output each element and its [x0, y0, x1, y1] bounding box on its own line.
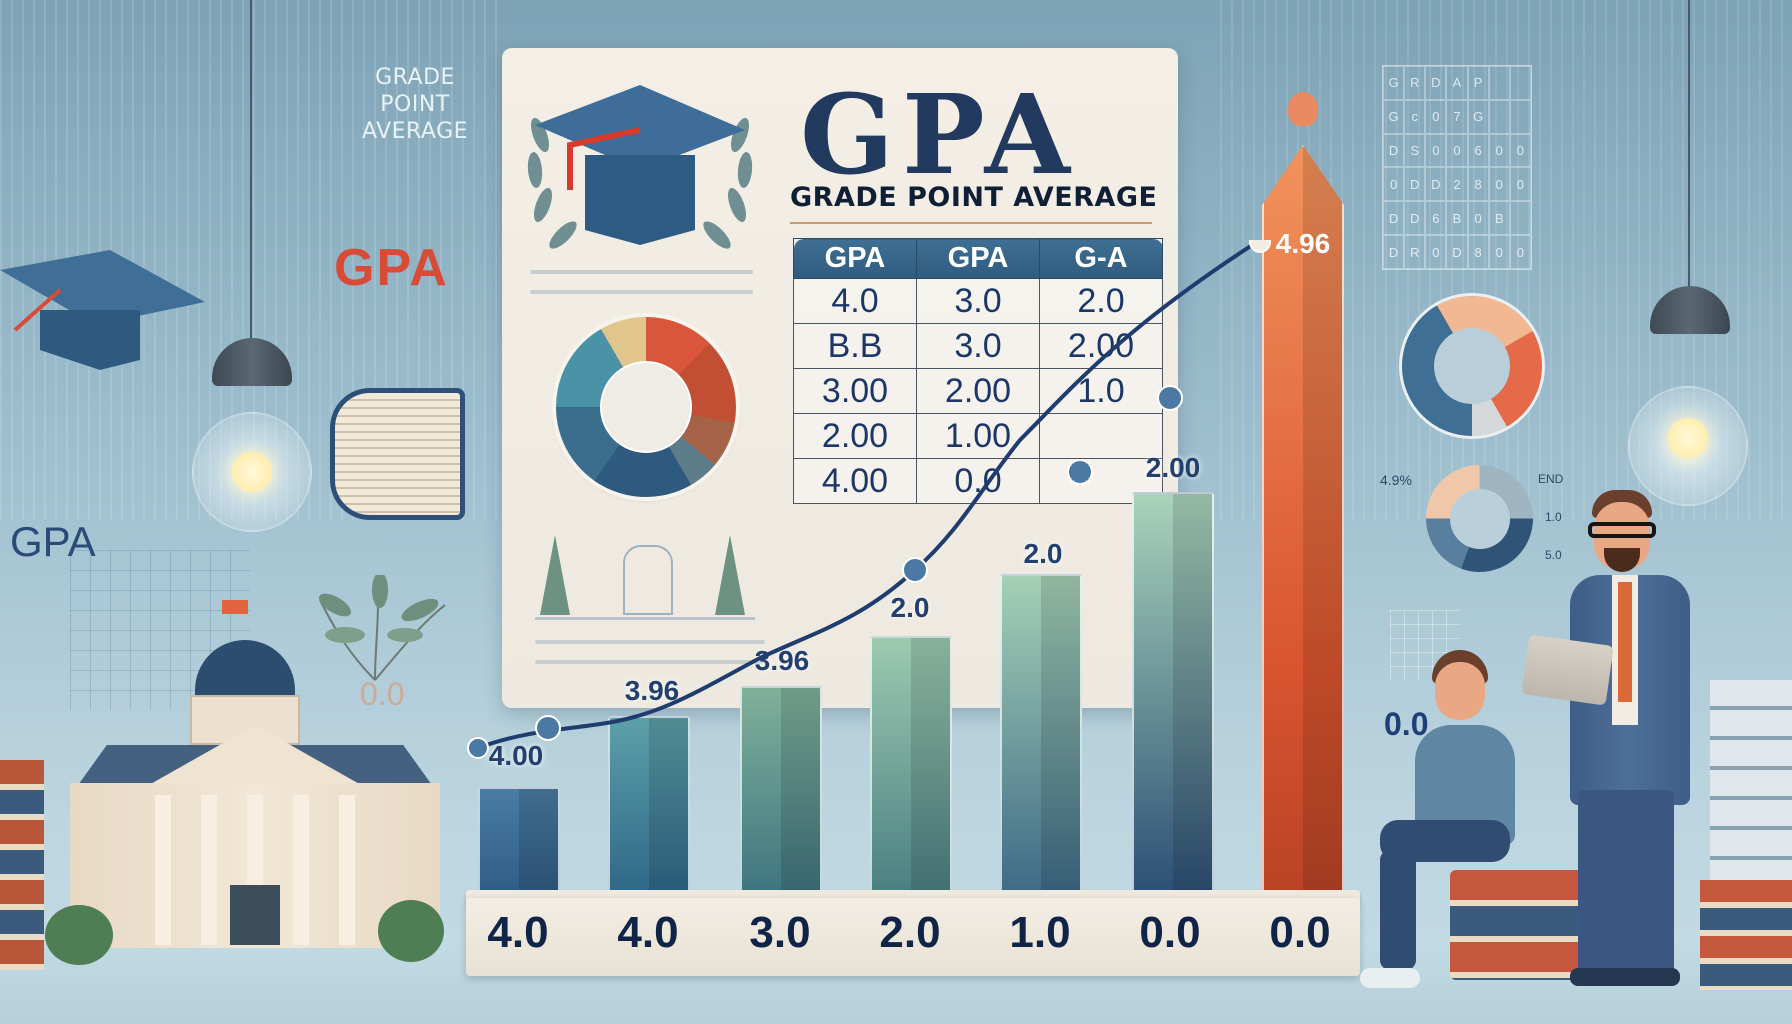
x-axis-label: 4.0: [617, 908, 679, 957]
x-axis-label: 2.0: [879, 908, 941, 957]
standing-teacher: [1521, 490, 1710, 990]
table-header-row: GPA GPA G-A: [793, 238, 1163, 279]
subtitle-rule: [790, 222, 1152, 224]
gpa-red-label: GPA: [334, 239, 449, 297]
bar-value-label: 4.00: [488, 740, 544, 771]
glasses-icon: [1588, 522, 1656, 538]
donut-label: 4.9%: [1380, 472, 1412, 488]
bar-value-label: 2.0: [890, 592, 930, 623]
donut-center: [1434, 328, 1510, 404]
x-axis-label: 4.0: [487, 908, 549, 957]
bush-right: [378, 900, 444, 962]
x-axis-label: 0.0: [1139, 908, 1201, 957]
title-line: GRADE: [375, 65, 455, 90]
bar-value-label: 3.96: [624, 675, 680, 706]
donut-label: 1.0: [1545, 510, 1562, 524]
donut-label: END: [1538, 472, 1564, 486]
table-row: 3.00 2.00 1.0: [793, 368, 1163, 414]
chart-bar-3: [740, 686, 822, 897]
student-head: [1435, 662, 1485, 720]
title-line: POINT: [380, 92, 450, 117]
board-rule-2: [530, 290, 753, 294]
chart-bar-6: [1132, 492, 1214, 897]
bar-value-label: 2.0: [1023, 538, 1063, 569]
table-cell: 3.0: [916, 323, 1040, 369]
table-row: 4.0 3.0 2.0: [793, 278, 1163, 324]
bookshelf-right: [1710, 680, 1792, 900]
student-shoe: [1360, 968, 1420, 988]
book-stack-icon: [330, 388, 465, 520]
tablet-icon: [1521, 634, 1614, 706]
building-door: [230, 885, 280, 945]
table-cell: 3.0: [916, 278, 1040, 324]
seated-student: [1360, 650, 1530, 990]
board-rule-1: [530, 270, 753, 274]
teacher-trousers: [1578, 790, 1674, 975]
book-pile-left: [0, 760, 44, 970]
board-subtitle: GRADE POINT AVERAGE: [790, 182, 1158, 213]
table-cell: 3.00: [793, 368, 917, 414]
right-donut-chart: [1402, 296, 1542, 436]
teacher-beard: [1604, 548, 1640, 572]
x-axis-label: 3.0: [749, 908, 811, 957]
table-cell: [1039, 413, 1163, 459]
chart-bar-4: [870, 636, 952, 897]
chart-bar-1: [478, 787, 560, 897]
light-bulb-left-icon: [232, 452, 272, 492]
lamp-cord-left: [250, 0, 252, 340]
olive-branch-icon: [318, 575, 446, 681]
chart-bar-5: [1000, 574, 1082, 897]
student-shin: [1380, 850, 1416, 970]
table-cell: 2.0: [1039, 278, 1163, 324]
bar-value-label: 2.00: [1145, 452, 1201, 483]
x-axis-label: 1.0: [1009, 908, 1071, 957]
table-cell: 2.00: [916, 368, 1040, 414]
table-cell: 1.0: [1039, 368, 1163, 414]
left-grade-point-average-title: GRADE POINT AVERAGE: [350, 64, 480, 145]
donut-center: [600, 361, 692, 453]
donut-center: [1450, 489, 1510, 549]
red-flag-icon: [222, 600, 248, 614]
table-header: G-A: [1039, 238, 1163, 279]
board-title: GPA: [800, 70, 1078, 199]
title-line: AVERAGE: [361, 119, 469, 144]
university-building: [60, 640, 450, 950]
sketch-building: [623, 545, 673, 615]
x-axis-panel: [466, 898, 1360, 976]
gpa-navy-label: GPA: [10, 518, 96, 565]
table-cell: 4.0: [793, 278, 917, 324]
teacher-tie: [1618, 582, 1632, 702]
lamp-cord-right: [1688, 0, 1690, 290]
bar-value-label: 4.96: [1275, 228, 1331, 259]
small-donut-chart: [1426, 465, 1533, 572]
building-dome: [195, 640, 295, 695]
graduation-cap-icon: [0, 250, 205, 370]
chart-bar-7: [1262, 145, 1344, 897]
table-cell: 1.00: [916, 413, 1040, 459]
plant-value-label: 0.0: [360, 676, 405, 712]
board-rule-3: [535, 640, 765, 644]
table-cell: 4.00: [793, 458, 917, 504]
trend-line: [467, 240, 1271, 759]
table-header: GPA: [916, 238, 1040, 279]
book-pile-right: [1700, 880, 1792, 990]
light-bulb-right-icon: [1668, 418, 1708, 458]
table-cell: 2.00: [793, 413, 917, 459]
bar-top-ornament: [1288, 92, 1318, 126]
table-row: 2.00 1.00: [793, 413, 1163, 459]
board-rule-4: [535, 660, 765, 664]
x-axis-label: 0.0: [1269, 908, 1331, 957]
board-donut-chart: [556, 317, 736, 497]
right-value-label: 0.0: [1384, 706, 1429, 742]
donut-label: 5.0: [1545, 548, 1562, 562]
graduation-cap-laurel-icon: [527, 85, 753, 249]
bush-left: [45, 905, 113, 965]
teacher-shoes: [1570, 968, 1680, 986]
campus-sketch: [535, 525, 755, 620]
table-header: GPA: [793, 238, 917, 279]
book-seat: [1450, 870, 1600, 980]
